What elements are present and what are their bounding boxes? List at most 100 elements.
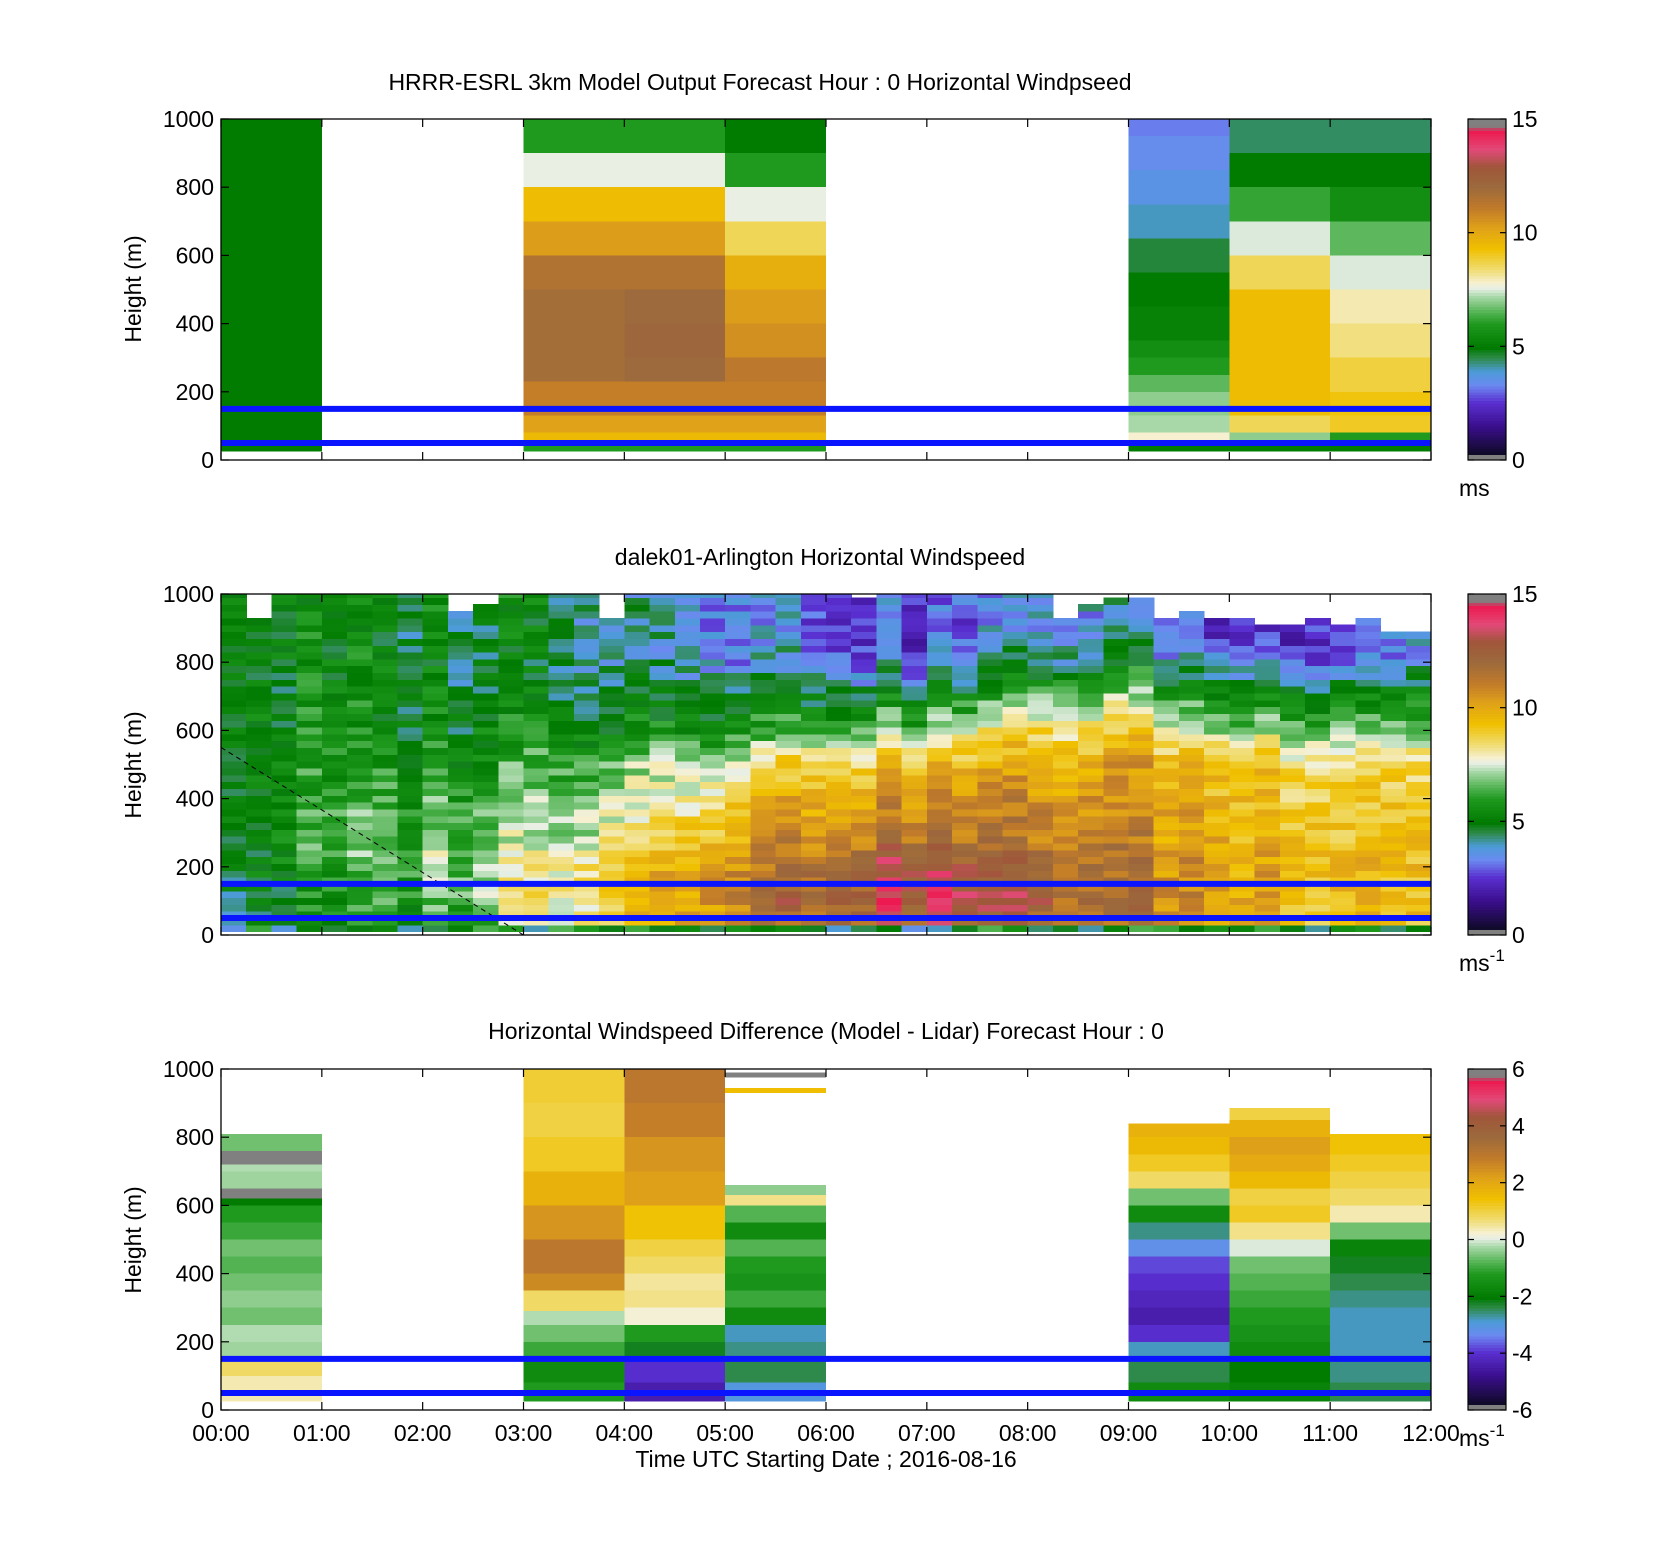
heatmap-cell — [422, 638, 449, 646]
heatmap-cell — [1254, 856, 1281, 864]
heatmap-cell — [1330, 699, 1356, 708]
heatmap-cell — [1103, 788, 1130, 796]
heatmap-cell — [699, 924, 726, 933]
heatmap-cell — [372, 611, 399, 619]
heatmap-cell — [1103, 822, 1130, 830]
panel-difference-title: Horizontal Windspeed Difference (Model -… — [488, 1018, 1164, 1044]
heatmap-cell — [649, 624, 676, 633]
heatmap-cell — [1002, 658, 1029, 667]
heatmap-cell — [775, 597, 802, 605]
heatmap-cell — [1279, 658, 1306, 667]
heatmap-cell — [1380, 767, 1407, 776]
colorbar-swatch — [1468, 605, 1506, 609]
heatmap-cell — [296, 597, 323, 605]
heatmap-cell — [926, 761, 953, 769]
heatmap-cell — [826, 679, 852, 687]
heatmap-cell — [1380, 733, 1407, 742]
heatmap-cell — [1103, 597, 1130, 605]
heatmap-cell — [548, 604, 575, 612]
heatmap-cell — [1380, 856, 1407, 864]
heatmap-cell — [473, 658, 499, 667]
heatmap-cell — [221, 1324, 322, 1342]
heatmap-cell — [977, 774, 1004, 783]
heatmap-cell — [321, 863, 348, 871]
heatmap-cell — [800, 788, 827, 796]
heatmap-cell — [876, 686, 903, 694]
heatmap-cell — [674, 754, 701, 762]
colorbar-swatch — [1468, 687, 1506, 692]
heatmap-cell — [851, 597, 878, 605]
colorbar-swatch — [1468, 838, 1506, 842]
heatmap-cell — [347, 767, 373, 776]
heatmap-cell — [1178, 672, 1205, 680]
heatmap-cell — [1330, 686, 1356, 694]
heatmap-cell — [347, 699, 373, 708]
panel-model-ylabel: Height (m) — [120, 235, 146, 342]
heatmap-cell — [1078, 645, 1104, 653]
heatmap-cell — [1304, 665, 1331, 674]
heatmap-cell — [1304, 883, 1331, 892]
heatmap-cell — [1128, 1205, 1230, 1223]
colorbar-swatch — [1468, 1330, 1506, 1334]
colorbar-swatch — [1468, 1114, 1506, 1118]
heatmap-cell — [800, 645, 827, 653]
heatmap-cell — [725, 1222, 826, 1240]
heatmap-cell — [952, 883, 978, 892]
heatmap-cell — [926, 611, 953, 619]
heatmap-cell — [447, 611, 474, 619]
heatmap-cell — [800, 726, 827, 735]
colorbar-swatch — [1468, 442, 1506, 447]
heatmap-cell — [1229, 1307, 1331, 1325]
heatmap-cell — [523, 1358, 625, 1383]
heatmap-cell — [1002, 665, 1029, 674]
colorbar-swatch — [1468, 386, 1506, 390]
heatmap-cell — [1128, 1222, 1230, 1240]
heatmap-cell — [1178, 624, 1205, 633]
heatmap-cell — [296, 897, 323, 905]
heatmap-cell — [699, 761, 726, 769]
heatmap-cell — [876, 611, 903, 619]
heatmap-cell — [699, 638, 726, 646]
heatmap-cell — [1153, 911, 1180, 919]
heatmap-cell — [523, 1290, 625, 1312]
heatmap-cell — [649, 917, 676, 926]
heatmap-cell — [1254, 747, 1281, 755]
colorbar-swatch — [1468, 792, 1506, 797]
heatmap-cell — [447, 917, 474, 926]
heatmap-cell — [1027, 917, 1054, 926]
heatmap-cell — [1103, 699, 1130, 708]
heatmap-cell — [725, 883, 751, 892]
heatmap-cell — [1178, 761, 1205, 769]
heatmap-cell — [1229, 808, 1256, 817]
heatmap-cell — [1355, 713, 1382, 721]
colorbar-tick-label: 5 — [1512, 808, 1525, 834]
heatmap-cell — [422, 720, 449, 728]
heatmap-cell — [523, 1137, 625, 1172]
colorbar-swatch — [1468, 1401, 1506, 1405]
colorbar-swatch — [1468, 312, 1506, 316]
heatmap-cell — [1002, 686, 1029, 694]
heatmap-cell — [1405, 726, 1432, 735]
heatmap-cell — [1128, 795, 1155, 803]
heatmap-cell — [901, 822, 928, 830]
heatmap-cell — [1204, 679, 1230, 687]
colorbar-swatch — [1468, 454, 1506, 458]
heatmap-cell — [447, 883, 474, 892]
heatmap-cell — [296, 624, 323, 633]
heatmap-cell — [624, 1205, 726, 1240]
heatmap-cell — [221, 726, 247, 735]
heatmap-cell — [901, 597, 928, 605]
heatmap-cell — [624, 1239, 726, 1257]
colorbar-swatch — [1468, 650, 1506, 655]
heatmap-cell — [725, 651, 751, 660]
heatmap-cell — [977, 706, 1004, 714]
heatmap-cell — [926, 631, 953, 639]
colorbar-swatch — [1468, 303, 1506, 308]
heatmap-cell — [523, 802, 550, 810]
heatmap-cell — [523, 624, 550, 633]
heatmap-cell — [422, 761, 449, 769]
colorbar-swatch — [1468, 855, 1506, 859]
heatmap-cell — [750, 836, 777, 844]
heatmap-cell — [523, 672, 550, 680]
heatmap-cell — [1380, 897, 1407, 905]
